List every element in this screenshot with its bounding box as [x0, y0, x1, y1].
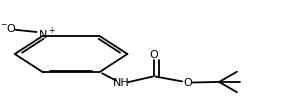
Text: +: +	[48, 26, 54, 35]
Text: O: O	[6, 24, 15, 34]
Text: NH: NH	[112, 78, 129, 88]
Text: −: −	[0, 20, 6, 29]
Text: O: O	[183, 78, 192, 88]
Text: N: N	[39, 30, 47, 40]
Text: O: O	[150, 51, 159, 60]
